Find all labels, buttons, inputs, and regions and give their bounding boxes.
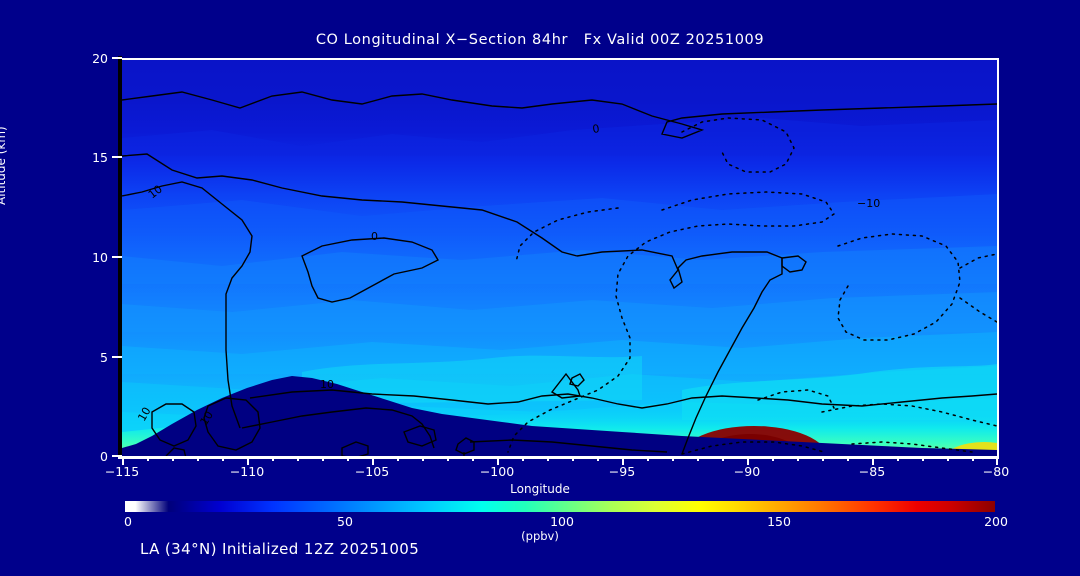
- x-minor-tick: [772, 456, 774, 461]
- y-tick-label-0: 0: [100, 449, 108, 464]
- colorbar-tick-0: 0: [124, 514, 132, 529]
- colorbar-tick-200: 200: [984, 514, 1008, 529]
- x-minor-tick: [672, 456, 674, 461]
- x-minor-tick: [947, 456, 949, 461]
- svg-text:0: 0: [371, 230, 378, 243]
- colorbar: [125, 501, 995, 512]
- svg-text:−10: −10: [857, 197, 880, 210]
- x-minor-tick: [847, 456, 849, 461]
- x-tick-label-m100: −100: [479, 464, 515, 479]
- y-tick-0: [112, 455, 122, 457]
- contour-labels: 0 0 10 10 10 10 −10: [135, 122, 880, 427]
- x-minor-tick: [397, 456, 399, 461]
- x-tick-label-m110: −110: [229, 464, 265, 479]
- x-minor-tick: [172, 456, 174, 461]
- svg-text:0: 0: [592, 122, 601, 136]
- x-minor-tick: [197, 456, 199, 461]
- solid-contour-lines: [122, 91, 997, 458]
- x-minor-tick: [972, 456, 974, 461]
- x-minor-tick: [822, 456, 824, 461]
- x-minor-tick: [472, 456, 474, 461]
- dotted-contour-lines: [507, 117, 997, 455]
- x-minor-tick: [222, 456, 224, 461]
- x-tick-m100: [497, 456, 499, 465]
- y-tick-label-20: 20: [92, 51, 108, 66]
- x-tick-label-m85: −85: [858, 464, 886, 479]
- x-minor-tick: [797, 456, 799, 461]
- y-tick-10: [112, 256, 122, 258]
- svg-text:10: 10: [198, 409, 216, 428]
- colorbar-tick-50: 50: [337, 514, 353, 529]
- y-axis-title: Altitude (km): [0, 126, 8, 205]
- y-tick-label-5: 5: [100, 350, 108, 365]
- y-tick-5: [112, 356, 122, 358]
- x-tick-m80: [996, 456, 998, 465]
- x-tick-m85: [872, 456, 874, 465]
- svg-text:10: 10: [320, 378, 334, 391]
- x-tick-m90: [747, 456, 749, 465]
- x-tick-m105: [372, 456, 374, 465]
- x-tick-label-m95: −95: [608, 464, 636, 479]
- x-tick-m95: [622, 456, 624, 465]
- cross-section-field: 0 0 10 10 10 10 −10: [122, 60, 997, 458]
- x-minor-tick: [572, 456, 574, 461]
- x-axis-line: [118, 456, 999, 459]
- x-minor-tick: [322, 456, 324, 461]
- colorbar-unit-label: (ppbv): [521, 529, 559, 543]
- plot-area: 0 0 10 10 10 10 −10: [122, 58, 999, 458]
- x-tick-m110: [247, 456, 249, 465]
- x-minor-tick: [522, 456, 524, 461]
- x-minor-tick: [647, 456, 649, 461]
- x-minor-tick: [722, 456, 724, 461]
- x-tick-label-m90: −90: [733, 464, 761, 479]
- y-tick-20: [112, 57, 122, 59]
- x-tick-label-m80: −80: [982, 464, 1010, 479]
- x-tick-label-m115: −115: [104, 464, 140, 479]
- terrain-mask: [122, 376, 997, 458]
- x-minor-tick: [597, 456, 599, 461]
- x-minor-tick: [422, 456, 424, 461]
- x-minor-tick: [922, 456, 924, 461]
- chart-title: CO Longitudinal X−Section 84hr Fx Valid …: [315, 32, 765, 48]
- y-tick-label-10: 10: [92, 250, 108, 265]
- colorbar-tick-100: 100: [550, 514, 574, 529]
- x-tick-m115: [122, 456, 124, 465]
- x-axis-title: Longitude: [510, 482, 570, 496]
- figure-caption: LA (34°N) Initialized 12Z 20251005: [140, 540, 420, 558]
- x-minor-tick: [347, 456, 349, 461]
- x-minor-tick: [447, 456, 449, 461]
- x-minor-tick: [147, 456, 149, 461]
- x-minor-tick: [697, 456, 699, 461]
- y-tick-label-15: 15: [92, 150, 108, 165]
- x-minor-tick: [272, 456, 274, 461]
- x-minor-tick: [547, 456, 549, 461]
- x-minor-tick: [297, 456, 299, 461]
- colorbar-tick-150: 150: [767, 514, 791, 529]
- x-minor-tick: [897, 456, 899, 461]
- svg-text:10: 10: [135, 405, 153, 424]
- y-tick-15: [112, 156, 122, 158]
- x-tick-label-m105: −105: [354, 464, 390, 479]
